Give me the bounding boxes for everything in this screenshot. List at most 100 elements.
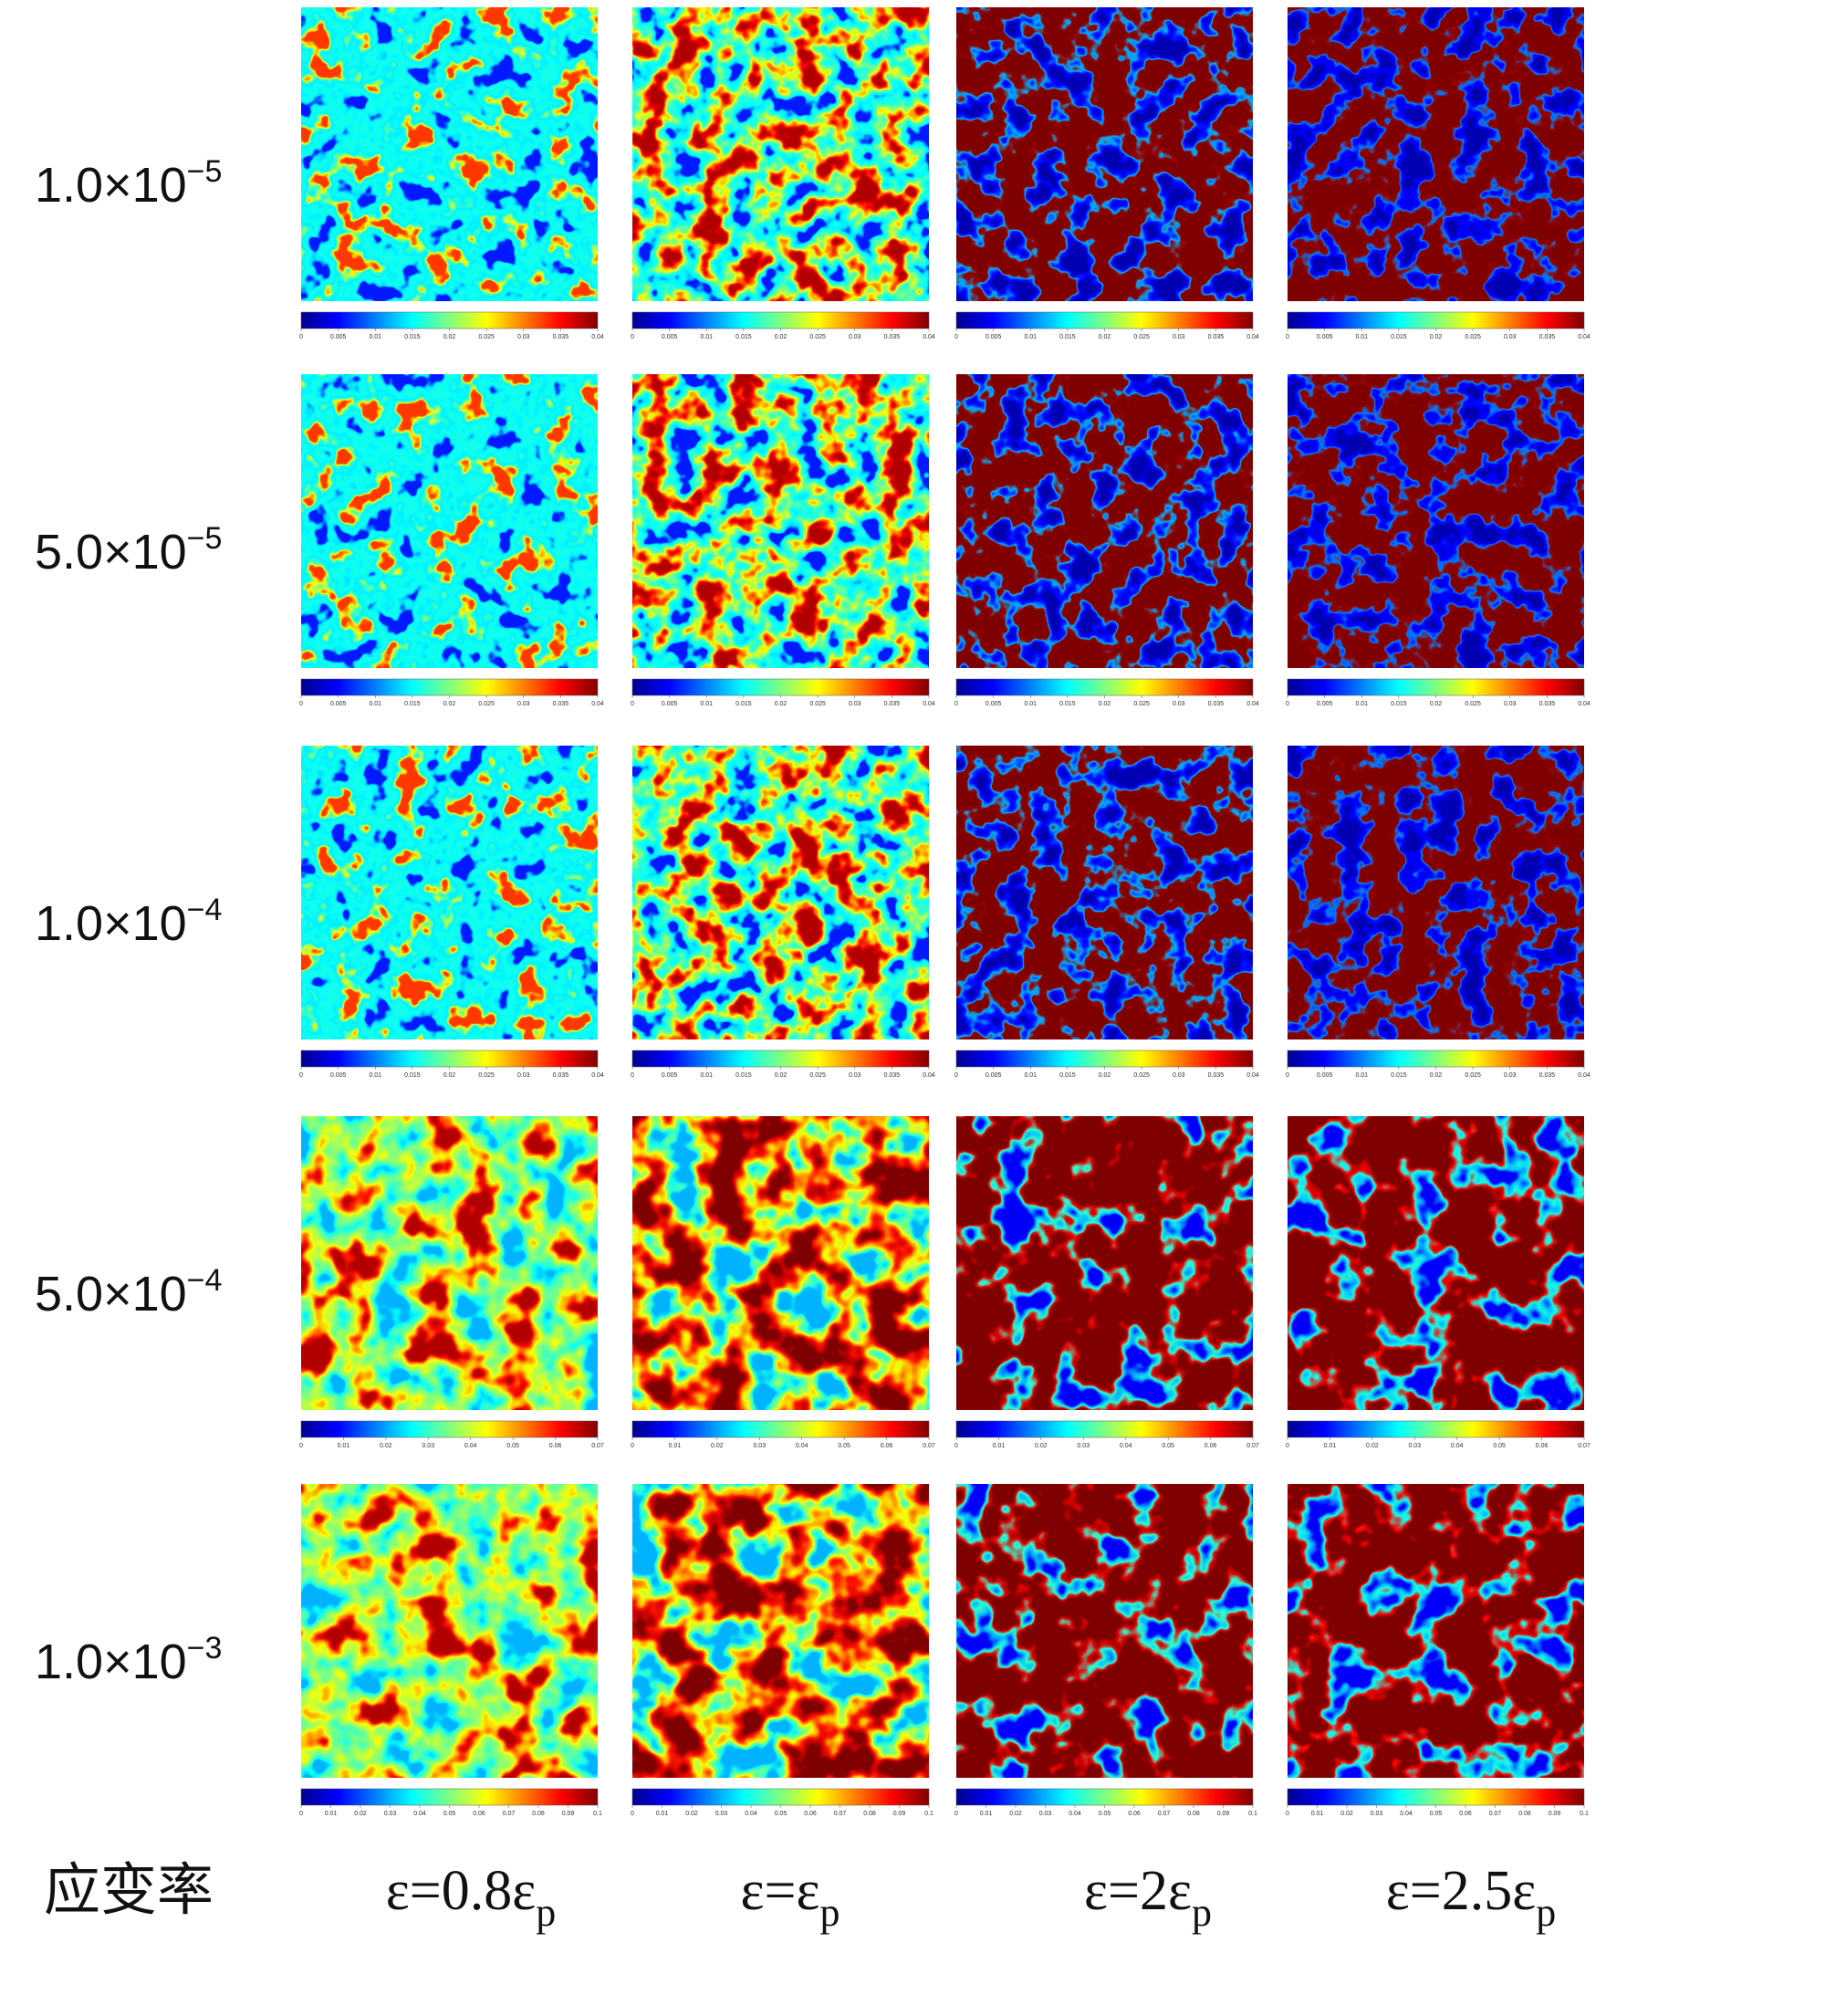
colorbar-tick-label: 0.03 [1173,1072,1185,1079]
colorbar-tick-label: 0.07 [1489,1811,1502,1817]
row-label-base: 1.0×10 [35,1635,187,1689]
colorbar-tick-label: 0.035 [884,1072,901,1079]
colorbar-tick-label: 0.015 [1059,1072,1076,1079]
colorbar-tick-label: 0.035 [1539,1072,1556,1079]
colorbar-tick-label: 0.04 [923,701,935,707]
colorbar-tick-label: 0.01 [669,1443,682,1449]
colorbar-tick-label: 0.04 [1451,1443,1464,1449]
colorbar-tick-label: 0.025 [478,701,495,707]
row-label-exponent: −4 [187,893,223,927]
colorbar-tick-label: 0.035 [1539,334,1556,340]
colorbar-tick-label: 0.05 [1493,1443,1506,1449]
colorbar-tick-label: 0.02 [354,1811,367,1817]
colorbar-tick-label: 0.02 [1099,701,1111,707]
colorbar-tick-label: 0.03 [753,1443,766,1449]
colorbar-tick-label: 0.035 [553,334,569,340]
colorbar-tick-label: 0.03 [422,1443,434,1449]
colorbar-tick-label: 0.03 [1371,1811,1383,1817]
colorbar-tick-label: 0.02 [1430,1072,1443,1079]
colorbar-tick-label: 0.08 [532,1811,545,1817]
row-label-exponent: −5 [187,154,223,189]
colorbar-tick-label: 0.01 [700,334,713,340]
colorbar [300,678,599,696]
colorbar-tick-label: 0.02 [775,1072,787,1079]
colorbar-tick-label: 0.03 [1408,1443,1421,1449]
colorbar-tick-label: 0.03 [1504,701,1517,707]
colorbar [300,1050,599,1068]
colorbar-tick-label: 0.005 [1317,701,1333,707]
colorbar-tick-label: 0.03 [1173,701,1185,707]
colorbar-tick-label: 0.02 [1099,1072,1111,1079]
colorbar-tick-label: 0.015 [1059,701,1076,707]
colorbar-tick-label: 0.02 [443,701,456,707]
colorbar-tick-label: 0.03 [849,334,861,340]
colorbar-tick-label: 0 [299,701,303,707]
colorbar-tick-label: 0.01 [980,1811,993,1817]
colorbar-tick-label: 0.04 [591,334,604,340]
colorbar-tick-label: 0.015 [404,701,421,707]
colorbar-tick-label: 0.1 [1248,1811,1257,1817]
colorbar [955,1420,1254,1438]
colorbar-tick-label: 0.07 [923,1443,935,1449]
colorbar-tick-label: 0.03 [517,701,530,707]
simulation-map [301,1484,598,1778]
colorbar-tick-label: 0.04 [464,1443,477,1449]
colorbar-tick-label: 0.07 [503,1811,516,1817]
simulation-map [632,1116,929,1410]
colorbar-tick-label: 0.09 [1217,1811,1230,1817]
colorbar-tick-label: 0.04 [1246,334,1259,340]
colorbar-tick-label: 0.02 [775,701,787,707]
colorbar-tick-label: 0.005 [986,1072,1002,1079]
colorbar-tick-label: 0.05 [775,1811,787,1817]
colorbar-tick-label: 0.03 [517,1072,530,1079]
colorbar-tick-label: 0.06 [804,1811,817,1817]
simulation-map [301,746,598,1039]
column-label-text: ε=2ε [1084,1860,1192,1922]
colorbar-tick-label: 0 [954,701,958,707]
colorbar-tick-label: 0.04 [1578,701,1590,707]
colorbar-tick-label: 0.06 [1536,1443,1549,1449]
colorbar [631,1788,930,1806]
colorbar-tick-label: 0.02 [1099,334,1111,340]
colorbar-tick-label: 0.02 [1340,1811,1353,1817]
colorbar-tick-label: 0.04 [413,1811,426,1817]
colorbar-tick-label: 0.035 [1539,701,1556,707]
colorbar-tick-label: 0.005 [330,701,347,707]
colorbar-tick-label: 0.01 [369,701,381,707]
column-label-text: ε=2.5ε [1386,1860,1537,1922]
column-label-text: ε=0.8ε [386,1860,537,1922]
colorbar-tick-label: 0.015 [735,1072,752,1079]
colorbar-tick-label: 0 [631,1443,634,1449]
colorbar-tick-label: 0 [1286,701,1289,707]
colorbar-tick-label: 0.08 [863,1811,876,1817]
colorbar-tick-label: 0.06 [549,1443,562,1449]
colorbar-tick-label: 0.025 [478,1072,495,1079]
colorbar-tick-label: 0.07 [834,1811,847,1817]
simulation-map [956,746,1253,1039]
colorbar [1287,678,1585,696]
colorbar-tick-label: 0.03 [384,1811,397,1817]
colorbar-tick-label: 0.01 [1355,1072,1368,1079]
colorbar-tick-label: 0.01 [369,1072,381,1079]
colorbar [1287,311,1585,329]
row-label: 5.0×10−5 [35,521,222,580]
colorbar-tick-label: 0.025 [809,334,826,340]
colorbar-tick-label: 0.015 [1391,1072,1407,1079]
colorbar-tick-label: 0.005 [986,701,1002,707]
simulation-map [1288,746,1584,1039]
colorbar-tick-label: 0.1 [924,1811,933,1817]
colorbar-tick-label: 0.01 [338,1443,350,1449]
colorbar-tick-label: 0.02 [380,1443,392,1449]
colorbar-tick-label: 0.05 [443,1811,456,1817]
colorbar [300,311,599,329]
colorbar-tick-label: 0 [1286,1072,1289,1079]
colorbar-tick-label: 0.09 [562,1811,575,1817]
row-label: 1.0×10−3 [35,1631,222,1689]
simulation-map [301,374,598,668]
colorbar-tick-label: 0 [631,701,634,707]
colorbar-tick-label: 0.005 [330,334,347,340]
simulation-map [956,374,1253,668]
simulation-map [301,7,598,301]
colorbar-tick-label: 0.02 [443,1072,456,1079]
colorbar-tick-label: 0.01 [1311,1811,1324,1817]
